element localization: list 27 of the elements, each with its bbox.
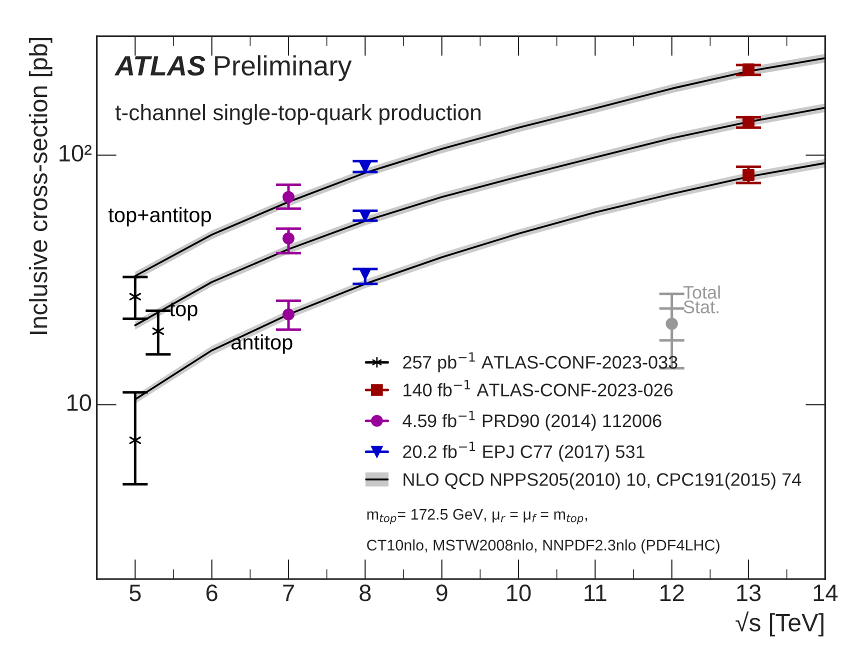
text: t-channel single-top-quark production <box>115 104 480 125</box>
text: ATLAS Preliminary <box>114 55 352 82</box>
x-axis-title: √s [TeV] <box>736 611 824 636</box>
legend-label: NLO QCD NPPS205(2010) 10, CPC191(2015) 74 <box>404 472 802 490</box>
annotation: Total <box>683 285 720 299</box>
legend-label: 257 pb$^{−1}$ ATLAS-CONF-2023-033 <box>403 352 678 372</box>
x-tick-label: 5 <box>130 584 141 602</box>
legend-label: 20.2 fb$^{−1}$ EPJ C77 (2017) 531 <box>403 442 644 462</box>
x-tick-label: 11 <box>584 584 606 602</box>
x-tick-label: 6 <box>206 584 218 602</box>
annotation: antitop <box>231 334 292 354</box>
x-tick-label: 9 <box>436 584 448 602</box>
annotation: Stat. <box>684 300 718 314</box>
text: m$_{top}$= 172.5 GeV, μ$_{r}$ = μ$_{f}$ = m$_{top}$, <box>367 508 587 524</box>
legend-label: 140 fb$^{−1}$ ATLAS-CONF-2023-026 <box>404 380 673 396</box>
x-tick-label: 10 <box>507 584 531 602</box>
legend-label: 4.59 fb$^{−1}$ PRD90 (2014) 112006 <box>402 410 662 431</box>
x-tick-label: 8 <box>360 584 371 602</box>
x-tick-label: 12 <box>660 584 684 602</box>
y-tick-label: 10² <box>60 144 92 162</box>
annotation: top <box>170 302 198 320</box>
y-axis-title: Inclusive cross-section [pb] <box>28 38 52 334</box>
x-tick-label: 14 <box>814 584 838 602</box>
annotation: top+antitop <box>108 206 211 226</box>
x-tick-label: 7 <box>283 584 294 602</box>
annotation: CT10nlo, MSTW2008nlo, NNPDF2.3nlo (PDF4LHC) <box>367 539 720 554</box>
x-tick-label: 13 <box>737 584 761 602</box>
